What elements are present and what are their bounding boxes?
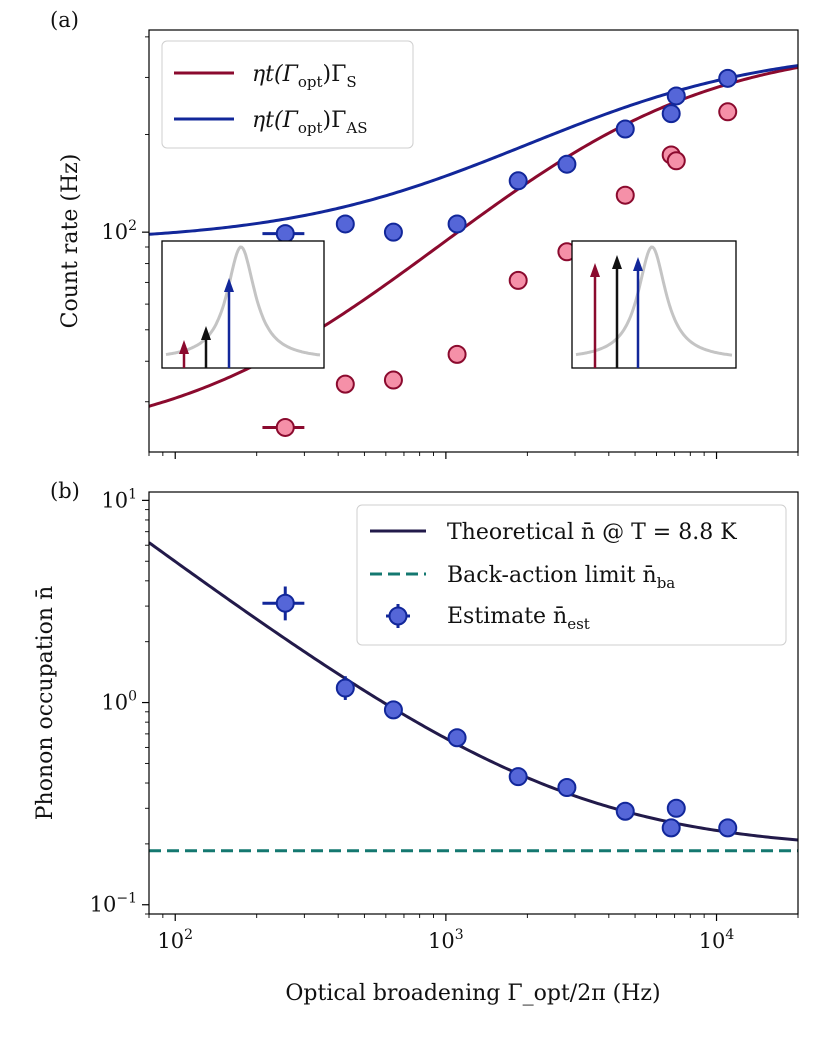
stokes-point xyxy=(335,374,355,394)
theory-curve xyxy=(149,541,798,842)
antistokes-point xyxy=(335,214,355,234)
inset-left-stokes-arrow-head xyxy=(179,340,189,354)
panel-b-ylabel: Phonon occupation n̄ xyxy=(33,586,58,821)
panel-b-label: (b) xyxy=(50,479,80,503)
panel-b-curves xyxy=(149,541,798,853)
inset-right-resonance-curve xyxy=(575,245,733,357)
inset-left-resonance-curve xyxy=(165,245,321,357)
panel-a-y-tick-label: 102 xyxy=(101,218,137,244)
legend-estimate-marker xyxy=(386,604,410,628)
estimate-point xyxy=(335,678,355,698)
panel-b-frame xyxy=(148,491,799,915)
panel-b: (b) 102 103 104 10−1 100 101 Phonon occupatio… xyxy=(33,479,799,953)
x-tick-label: 103 xyxy=(428,927,464,953)
panel-a-frame xyxy=(148,29,799,453)
legend-antistokes-label: ηt(Γopt)ΓAS xyxy=(252,108,368,137)
legend-backaction-label: Back-action limit n̄ba xyxy=(447,563,675,592)
panel-b-y-tick-label: 101 xyxy=(101,486,137,512)
inset-right xyxy=(571,240,737,369)
inset-left-antistokes-arrow-head xyxy=(224,278,234,292)
estimate-point xyxy=(666,798,686,818)
stokes-point xyxy=(508,270,528,290)
antistokes-point xyxy=(718,68,738,88)
inset-right-antistokes-arrow-head xyxy=(633,257,643,271)
estimate-point xyxy=(275,593,295,613)
panel-a-label: (a) xyxy=(50,8,79,32)
antistokes-point xyxy=(557,154,577,174)
x-tick-label: 104 xyxy=(699,927,735,953)
estimate-point xyxy=(661,818,681,838)
antistokes-point xyxy=(508,171,528,191)
antistokes-point xyxy=(661,104,681,124)
inset-right-pump-arrow-head xyxy=(612,255,622,269)
stokes-point xyxy=(447,344,467,364)
inset-left xyxy=(161,240,325,369)
antistokes-point xyxy=(666,86,686,106)
stokes-point xyxy=(718,102,738,122)
panel-b-data-points xyxy=(262,586,738,838)
estimate-point xyxy=(557,778,577,798)
estimate-point xyxy=(383,700,403,720)
antistokes-point xyxy=(447,214,467,234)
panel-b-y-tick-label: 100 xyxy=(101,689,137,715)
panel-a: (a) 102 Count rate (Hz) ηt(Γopt)ΓS ηt(Γo… xyxy=(50,8,799,459)
panel-b-legend: Theoretical n̄ @ T = 8.8 K Back-action l… xyxy=(356,504,787,646)
antistokes-fit-curve xyxy=(149,64,798,236)
stokes-point xyxy=(383,370,403,390)
estimate-point xyxy=(615,801,635,821)
stokes-point xyxy=(275,417,295,437)
x-tick-label: 102 xyxy=(157,927,193,953)
legend-box xyxy=(161,40,414,149)
stokes-point xyxy=(615,185,635,205)
antistokes-point xyxy=(383,222,403,242)
estimate-point xyxy=(718,818,738,838)
estimate-point xyxy=(447,728,467,748)
x-axis-label: Optical broadening Γ_opt/2π (Hz) xyxy=(285,981,660,1006)
panel-a-ylabel: Count rate (Hz) xyxy=(58,154,83,329)
panel-a-legend: ηt(Γopt)ΓS ηt(Γopt)ΓAS xyxy=(161,40,414,149)
antistokes-point xyxy=(615,119,635,139)
panel-b-y-tick-label: 10−1 xyxy=(90,891,137,917)
antistokes-point xyxy=(275,224,295,244)
legend-theory-label: Theoretical n̄ @ T = 8.8 K xyxy=(447,520,737,545)
legend-stokes-label: ηt(Γopt)ΓS xyxy=(252,62,357,91)
inset-right-stokes-arrow-head xyxy=(590,263,600,277)
estimate-point xyxy=(508,767,528,787)
legend-estimate-label: Estimate n̄est xyxy=(447,604,590,633)
inset-left-pump-arrow-head xyxy=(201,326,211,340)
stokes-point xyxy=(666,151,686,171)
legend-box xyxy=(356,504,787,646)
